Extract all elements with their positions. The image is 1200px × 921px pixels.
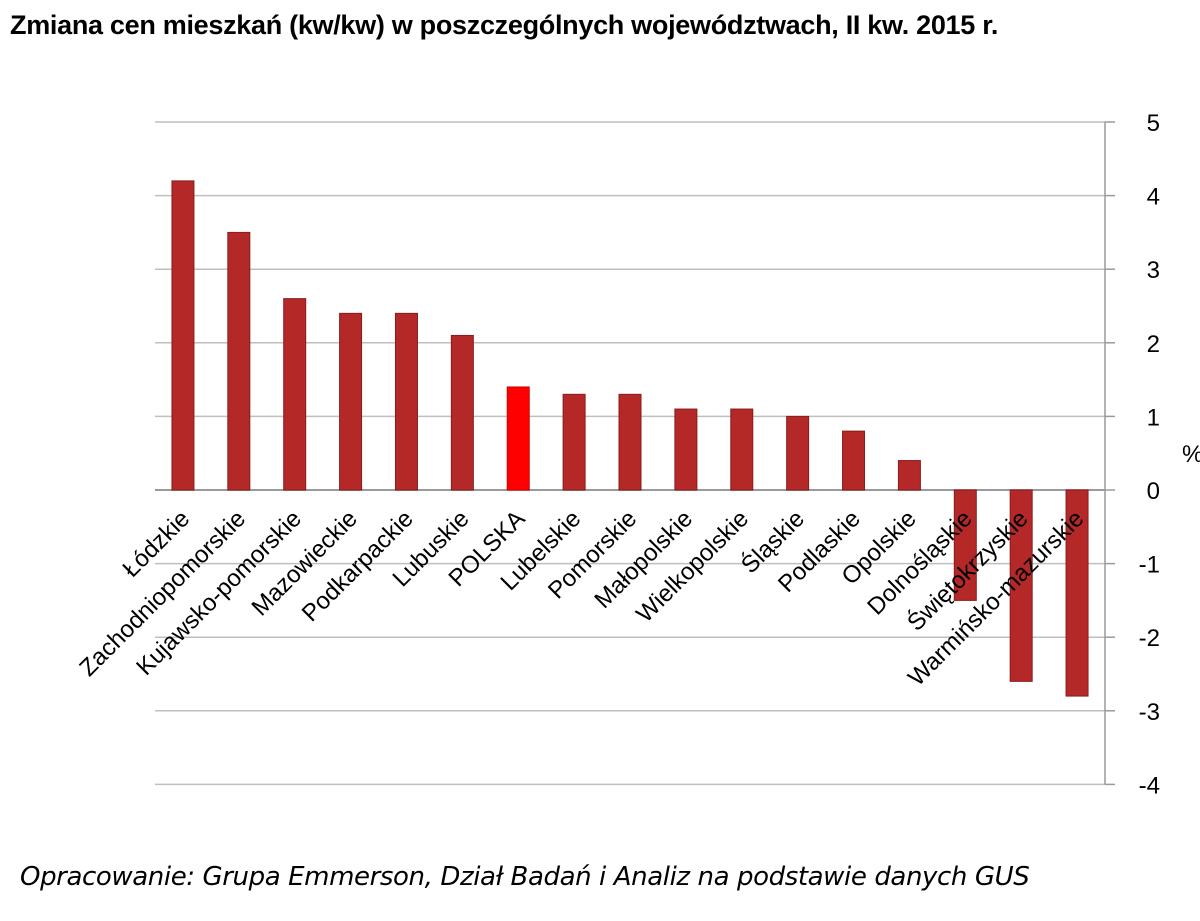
bar-polska bbox=[506, 386, 530, 491]
bar-pomorskie bbox=[618, 393, 642, 491]
bar-lubelskie bbox=[562, 393, 586, 491]
y-tick-label: 1 bbox=[1147, 404, 1160, 431]
y-tick-label: 4 bbox=[1147, 184, 1160, 211]
bar-łódzkie bbox=[171, 180, 195, 491]
chart-title: Zmiana cen mieszkań (kw/kw) w poszczegól… bbox=[10, 10, 999, 40]
bar-podlaskie bbox=[842, 430, 866, 491]
bar-podkarpackie bbox=[394, 312, 418, 491]
y-tick-label: 0 bbox=[1147, 478, 1160, 505]
bar-warmińsko-mazurskie bbox=[1065, 489, 1089, 697]
y-tick-label: -1 bbox=[1139, 552, 1160, 579]
y-tick-label: -3 bbox=[1139, 699, 1160, 726]
x-axis-labels: ŁódzkieZachodniopomorskieKujawsko-pomors… bbox=[74, 504, 1089, 691]
bar-dolnośląskie bbox=[953, 489, 977, 601]
bar-lubuskie bbox=[450, 334, 474, 491]
y-tick-label: -4 bbox=[1139, 772, 1160, 799]
y-tick-label: 3 bbox=[1147, 257, 1160, 284]
bar-wielkopolskie bbox=[730, 408, 754, 491]
y-axis-ticks: 5 4 3 2 1 0 -1 -2 -3 -4 bbox=[1139, 110, 1160, 799]
bar-opolskie bbox=[897, 460, 921, 491]
bar-śląskie bbox=[786, 415, 810, 491]
source-note: Opracowanie: Grupa Emmerson, Dział Badań… bbox=[20, 862, 1030, 892]
y-tick-label: 2 bbox=[1147, 331, 1160, 358]
bar-mazowieckie bbox=[339, 312, 363, 491]
bars bbox=[171, 180, 1089, 697]
bar-kujawsko-pomorskie bbox=[283, 298, 307, 491]
y-tick-label: -2 bbox=[1139, 625, 1160, 652]
bar-świętokrzyskie bbox=[1009, 489, 1033, 682]
bar-małopolskie bbox=[674, 408, 698, 491]
y-axis-label: % bbox=[1182, 441, 1200, 468]
bar-zachodniopomorskie bbox=[227, 231, 251, 491]
y-tick-label: 5 bbox=[1147, 110, 1160, 137]
